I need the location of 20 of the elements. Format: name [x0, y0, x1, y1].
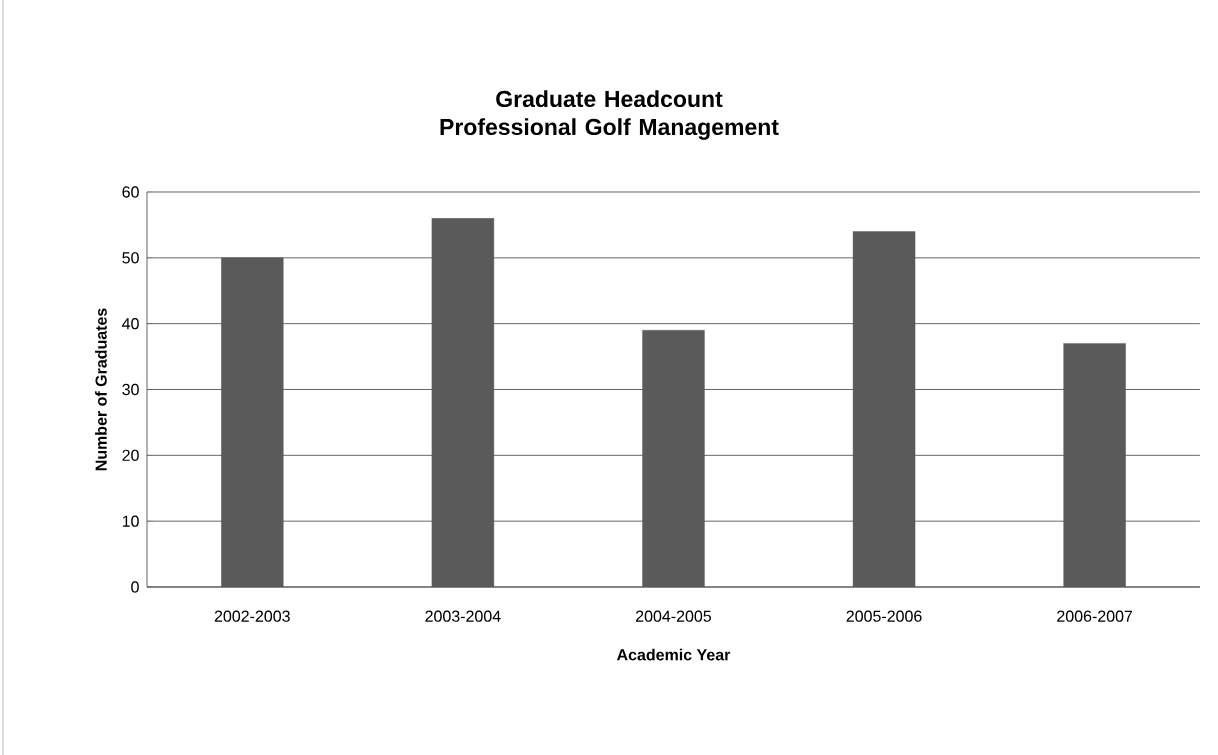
x-axis-title: Academic Year: [616, 648, 731, 661]
bar: [1063, 343, 1126, 587]
y-tick-label: 10: [122, 515, 139, 527]
y-tick-label: 60: [122, 186, 139, 198]
x-tick-label: 2002-2003: [214, 610, 290, 622]
bar: [431, 218, 495, 587]
bar: [642, 330, 705, 587]
y-tick-label: 0: [131, 581, 139, 593]
bar: [852, 231, 916, 587]
chart-title: Graduate Headcount Professional Golf Management: [440, 90, 779, 140]
y-tick-label: 20: [122, 449, 139, 461]
bar: [221, 257, 284, 587]
y-tick-label: 30: [122, 383, 139, 396]
y-axis-title: Number of Graduates: [95, 308, 107, 471]
y-tick-label: 50: [122, 252, 139, 264]
y-tick-label: 40: [122, 318, 139, 330]
x-tick-label: 2005-2006: [846, 610, 922, 622]
x-tick-label: 2006-2007: [1057, 610, 1133, 622]
x-tick-label: 2004-2005: [636, 610, 712, 622]
x-tick-label: 2003-2004: [425, 610, 501, 622]
